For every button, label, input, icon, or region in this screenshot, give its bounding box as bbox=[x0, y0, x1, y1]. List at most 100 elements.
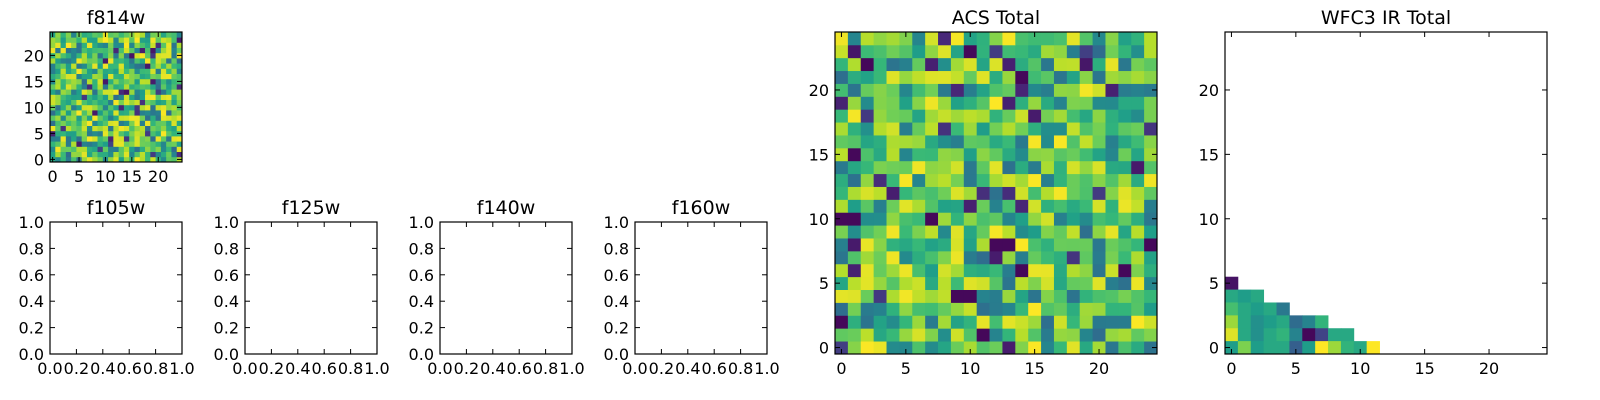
heatmap-cell bbox=[1131, 341, 1145, 355]
heatmap-cell bbox=[976, 70, 990, 84]
heatmap-cell bbox=[1144, 328, 1158, 342]
heatmap-cell bbox=[76, 99, 83, 106]
heatmap-cell bbox=[1002, 328, 1016, 342]
heatmap-cell bbox=[1250, 315, 1265, 329]
heatmap-cell bbox=[1144, 315, 1158, 329]
heatmap-cell bbox=[860, 263, 875, 278]
heatmap-cell bbox=[176, 120, 183, 126]
heatmap-cell bbox=[1105, 302, 1119, 316]
heatmap-cell bbox=[92, 141, 98, 147]
heatmap-cell bbox=[1066, 263, 1081, 278]
heatmap-cell bbox=[150, 104, 156, 111]
heatmap-cell bbox=[1028, 109, 1042, 123]
heatmap-cell bbox=[65, 151, 72, 158]
heatmap-cell bbox=[118, 68, 125, 74]
heatmap-cell bbox=[65, 125, 72, 132]
heatmap-cell bbox=[847, 263, 862, 278]
heatmap-cell bbox=[65, 110, 72, 116]
heatmap-cell bbox=[1053, 276, 1068, 290]
heatmap-cell bbox=[886, 44, 900, 59]
heatmap-cell bbox=[108, 151, 114, 158]
heatmap-cell bbox=[60, 141, 67, 147]
heatmap-cell bbox=[938, 96, 952, 110]
heatmap-cell bbox=[155, 99, 162, 106]
heatmap-cell bbox=[1041, 263, 1055, 278]
heatmap-cell bbox=[129, 37, 135, 43]
heatmap-cell bbox=[1079, 70, 1093, 84]
heatmap-cell bbox=[1092, 135, 1106, 149]
heatmap-cell bbox=[81, 47, 88, 54]
heatmap-cell bbox=[963, 276, 978, 290]
heatmap-cell bbox=[171, 47, 178, 54]
heatmap-cell bbox=[129, 94, 135, 100]
heatmap-cell bbox=[160, 125, 167, 132]
heatmap-cell bbox=[1015, 225, 1029, 239]
heatmap-cell bbox=[886, 315, 900, 329]
heatmap-cell bbox=[123, 52, 130, 59]
heatmap-cell bbox=[129, 130, 135, 137]
heatmap-cell bbox=[1041, 186, 1055, 200]
heatmap-cell bbox=[886, 57, 900, 72]
heatmap-cell bbox=[1131, 328, 1145, 342]
heatmap-cell bbox=[873, 44, 887, 59]
heatmap-cell bbox=[835, 44, 849, 59]
x-tick-label: 10 bbox=[95, 167, 115, 186]
heatmap-cell bbox=[1002, 122, 1016, 136]
y-tick-label: 15 bbox=[809, 145, 829, 164]
heatmap-cell bbox=[950, 44, 965, 59]
heatmap-cell bbox=[76, 37, 83, 43]
heatmap-cell bbox=[1066, 289, 1081, 303]
heatmap-cell bbox=[176, 42, 183, 48]
heatmap-cell bbox=[60, 136, 67, 142]
heatmap-cell bbox=[1028, 250, 1042, 265]
heatmap-cell bbox=[938, 83, 952, 97]
heatmap-cell bbox=[989, 135, 1003, 149]
heatmap-cell bbox=[963, 70, 978, 84]
heatmap-cell bbox=[160, 136, 167, 142]
heatmap-cell bbox=[1079, 109, 1093, 123]
heatmap-cell bbox=[1131, 212, 1145, 226]
heatmap-cell bbox=[134, 47, 141, 54]
heatmap-cell bbox=[899, 135, 913, 149]
heatmap-cell bbox=[976, 186, 990, 200]
heatmap-cell bbox=[92, 125, 98, 132]
heatmap-cell bbox=[97, 63, 104, 69]
heatmap-cell bbox=[71, 42, 77, 48]
heatmap-cell bbox=[65, 63, 72, 69]
heatmap-cell bbox=[50, 73, 56, 80]
heatmap-cell bbox=[847, 32, 862, 46]
heatmap-cell bbox=[1002, 173, 1016, 187]
y-tick-label: 1.0 bbox=[604, 213, 629, 232]
heatmap-cell bbox=[86, 146, 93, 152]
heatmap-cell bbox=[1015, 199, 1029, 213]
heatmap-cell bbox=[1028, 186, 1042, 200]
heatmap-cell bbox=[160, 47, 167, 54]
heatmap-cell bbox=[847, 199, 862, 213]
heatmap-cell bbox=[160, 84, 167, 90]
heatmap-cell bbox=[145, 151, 151, 158]
heatmap-cell bbox=[976, 147, 990, 162]
heatmap-cell bbox=[1131, 289, 1145, 303]
y-tick-label: 0.4 bbox=[214, 292, 239, 311]
heatmap-cell bbox=[97, 68, 104, 74]
y-tick-label: 0.4 bbox=[604, 292, 629, 311]
heatmap-cell bbox=[989, 57, 1003, 72]
heatmap-cell bbox=[1066, 315, 1081, 329]
heatmap-cell bbox=[976, 289, 990, 303]
heatmap-cell bbox=[835, 32, 849, 46]
heatmap-cell bbox=[139, 115, 146, 121]
heatmap-cell bbox=[938, 135, 952, 149]
heatmap-cell bbox=[899, 263, 913, 278]
heatmap-cell bbox=[886, 263, 900, 278]
heatmap-cell bbox=[1002, 147, 1016, 162]
heatmap-cell bbox=[899, 341, 913, 355]
heatmap-cell bbox=[60, 120, 67, 126]
heatmap-cell bbox=[155, 115, 162, 121]
heatmap-cell bbox=[160, 156, 167, 163]
heatmap-cell bbox=[1002, 276, 1016, 290]
heatmap-cell bbox=[925, 173, 939, 187]
heatmap-cell bbox=[108, 32, 114, 38]
heatmap-cell bbox=[1092, 147, 1106, 162]
heatmap-cell bbox=[976, 250, 990, 265]
heatmap-cell bbox=[139, 37, 146, 43]
